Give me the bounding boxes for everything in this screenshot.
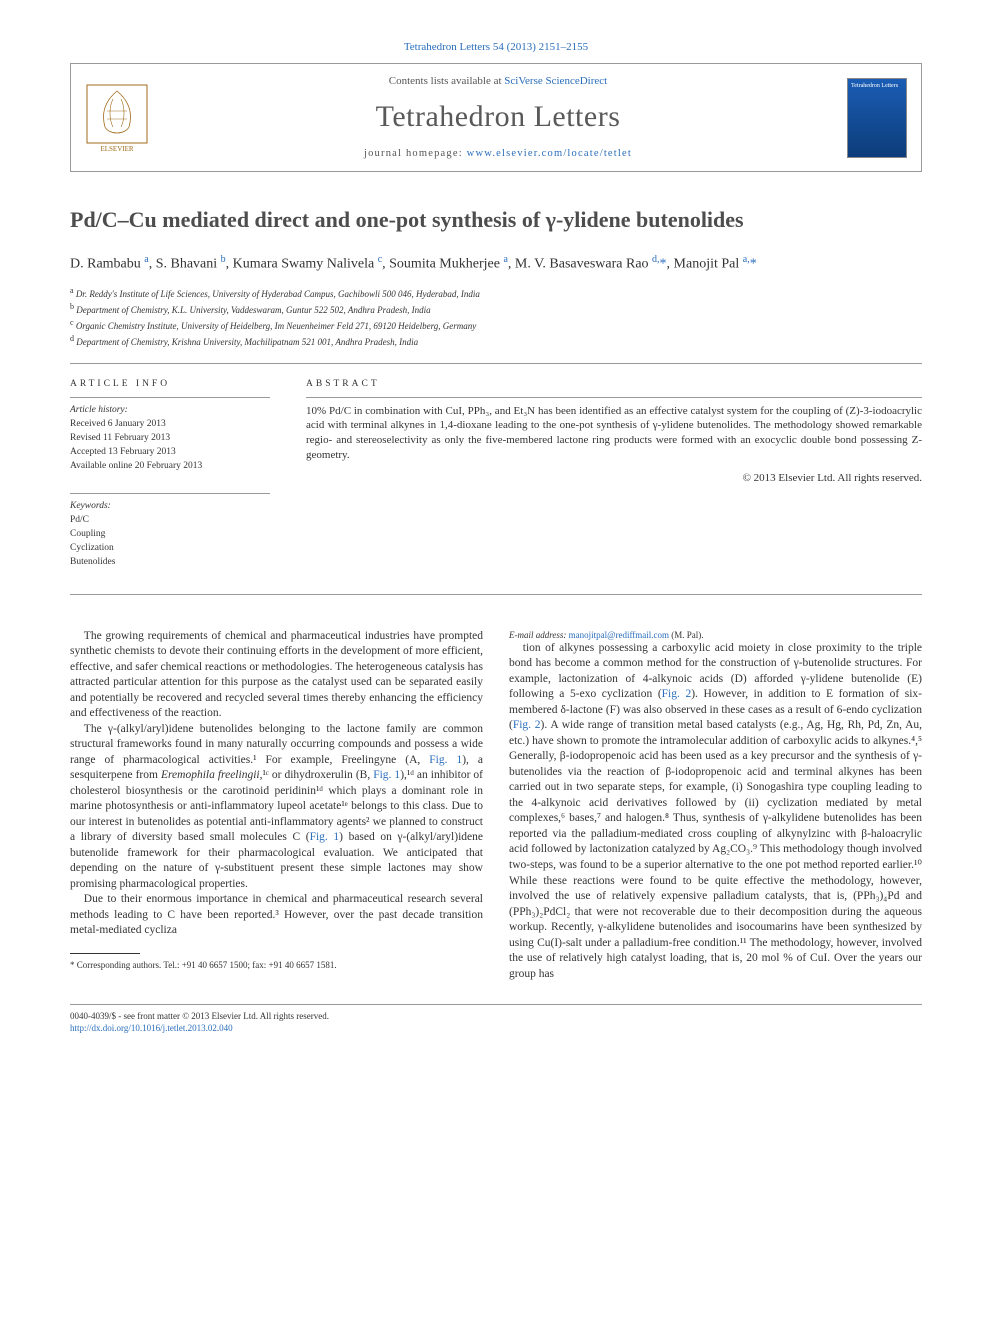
abstract-text: 10% Pd/C in combination with CuI, PPh₃, … <box>306 404 922 463</box>
elsevier-logo: ELSEVIER <box>85 83 149 153</box>
affiliation-line: c Organic Chemistry Institute, Universit… <box>70 317 922 333</box>
keyword-item: Coupling <box>70 528 270 541</box>
history-item: Received 6 January 2013 <box>70 418 270 431</box>
history-item: Available online 20 February 2013 <box>70 460 270 473</box>
affiliation-line: a Dr. Reddy's Institute of Life Sciences… <box>70 285 922 301</box>
footer-left: 0040-4039/$ - see front matter © 2013 El… <box>70 1010 329 1034</box>
homepage-prefix: journal homepage: <box>364 148 467 159</box>
affiliation-line: d Department of Chemistry, Krishna Unive… <box>70 333 922 349</box>
keyword-item: Cyclization <box>70 542 270 555</box>
abstract-heading: ABSTRACT <box>306 378 922 391</box>
email-label: E-mail address: <box>509 630 566 640</box>
history-item: Accepted 13 February 2013 <box>70 446 270 459</box>
article-info-block: ARTICLE INFO Article history: Received 6… <box>70 378 922 595</box>
figure-link[interactable]: Fig. 1 <box>429 754 462 766</box>
figure-link[interactable]: Fig. 1 <box>310 831 340 843</box>
affiliations: a Dr. Reddy's Institute of Life Sciences… <box>70 285 922 364</box>
svg-text:ELSEVIER: ELSEVIER <box>100 145 133 153</box>
article-title: Pd/C–Cu mediated direct and one-pot synt… <box>70 206 922 234</box>
article-info-left: ARTICLE INFO Article history: Received 6… <box>70 378 270 570</box>
doi-link[interactable]: http://dx.doi.org/10.1016/j.tetlet.2013.… <box>70 1023 233 1033</box>
page-footer: 0040-4039/$ - see front matter © 2013 El… <box>70 1004 922 1034</box>
contents-available-line: Contents lists available at SciVerse Sci… <box>149 74 847 89</box>
figure-link[interactable]: Fig. 1 <box>373 769 400 781</box>
homepage-line: journal homepage: www.elsevier.com/locat… <box>149 147 847 161</box>
body-para: tion of alkynes possessing a carboxylic … <box>509 641 922 982</box>
journal-name: Tetrahedron Letters <box>149 97 847 138</box>
info-separator <box>70 493 270 494</box>
body-para: The γ-(alkyl/aryl)idene butenolides belo… <box>70 722 483 893</box>
body-para: The growing requirements of chemical and… <box>70 629 483 722</box>
masthead-center: Contents lists available at SciVerse Sci… <box>149 74 847 162</box>
keyword-item: Pd/C <box>70 514 270 527</box>
body-text: The growing requirements of chemical and… <box>70 629 922 982</box>
journal-cover-thumb: Tetrahedron Letters <box>847 78 907 158</box>
abstract-block: ABSTRACT 10% Pd/C in combination with Cu… <box>306 378 922 570</box>
article-info-heading: ARTICLE INFO <box>70 378 270 391</box>
keywords-label: Keywords: <box>70 500 270 513</box>
cover-label: Tetrahedron Letters <box>851 82 903 90</box>
journal-citation: Tetrahedron Letters 54 (2013) 2151–2155 <box>70 40 922 55</box>
copyright-line: © 2013 Elsevier Ltd. All rights reserved… <box>306 471 922 486</box>
corr-email-link[interactable]: manojitpal@rediffmail.com <box>569 630 669 640</box>
email-name: (M. Pal). <box>671 630 703 640</box>
footnote-separator <box>70 953 140 954</box>
homepage-link[interactable]: www.elsevier.com/locate/tetlet <box>467 148 632 159</box>
authors-line: D. Rambabu a, S. Bhavani b, Kumara Swamy… <box>70 252 922 275</box>
sciencedirect-link[interactable]: SciVerse ScienceDirect <box>504 75 607 87</box>
email-line: E-mail address: manojitpal@rediffmail.co… <box>509 629 922 641</box>
corr-line: * Corresponding authors. Tel.: +91 40 66… <box>70 959 483 971</box>
keyword-item: Butenolides <box>70 556 270 569</box>
affiliation-line: b Department of Chemistry, K.L. Universi… <box>70 301 922 317</box>
figure-link[interactable]: Fig. 2 <box>662 688 692 700</box>
front-matter-line: 0040-4039/$ - see front matter © 2013 El… <box>70 1010 329 1022</box>
info-separator <box>306 397 922 398</box>
history-item: Revised 11 February 2013 <box>70 432 270 445</box>
history-label: Article history: <box>70 404 270 417</box>
info-separator <box>70 397 270 398</box>
figure-link[interactable]: Fig. 2 <box>513 719 541 731</box>
body-para: Due to their enormous importance in chem… <box>70 892 483 939</box>
contents-prefix: Contents lists available at <box>389 75 504 87</box>
masthead: ELSEVIER Contents lists available at Sci… <box>70 63 922 173</box>
